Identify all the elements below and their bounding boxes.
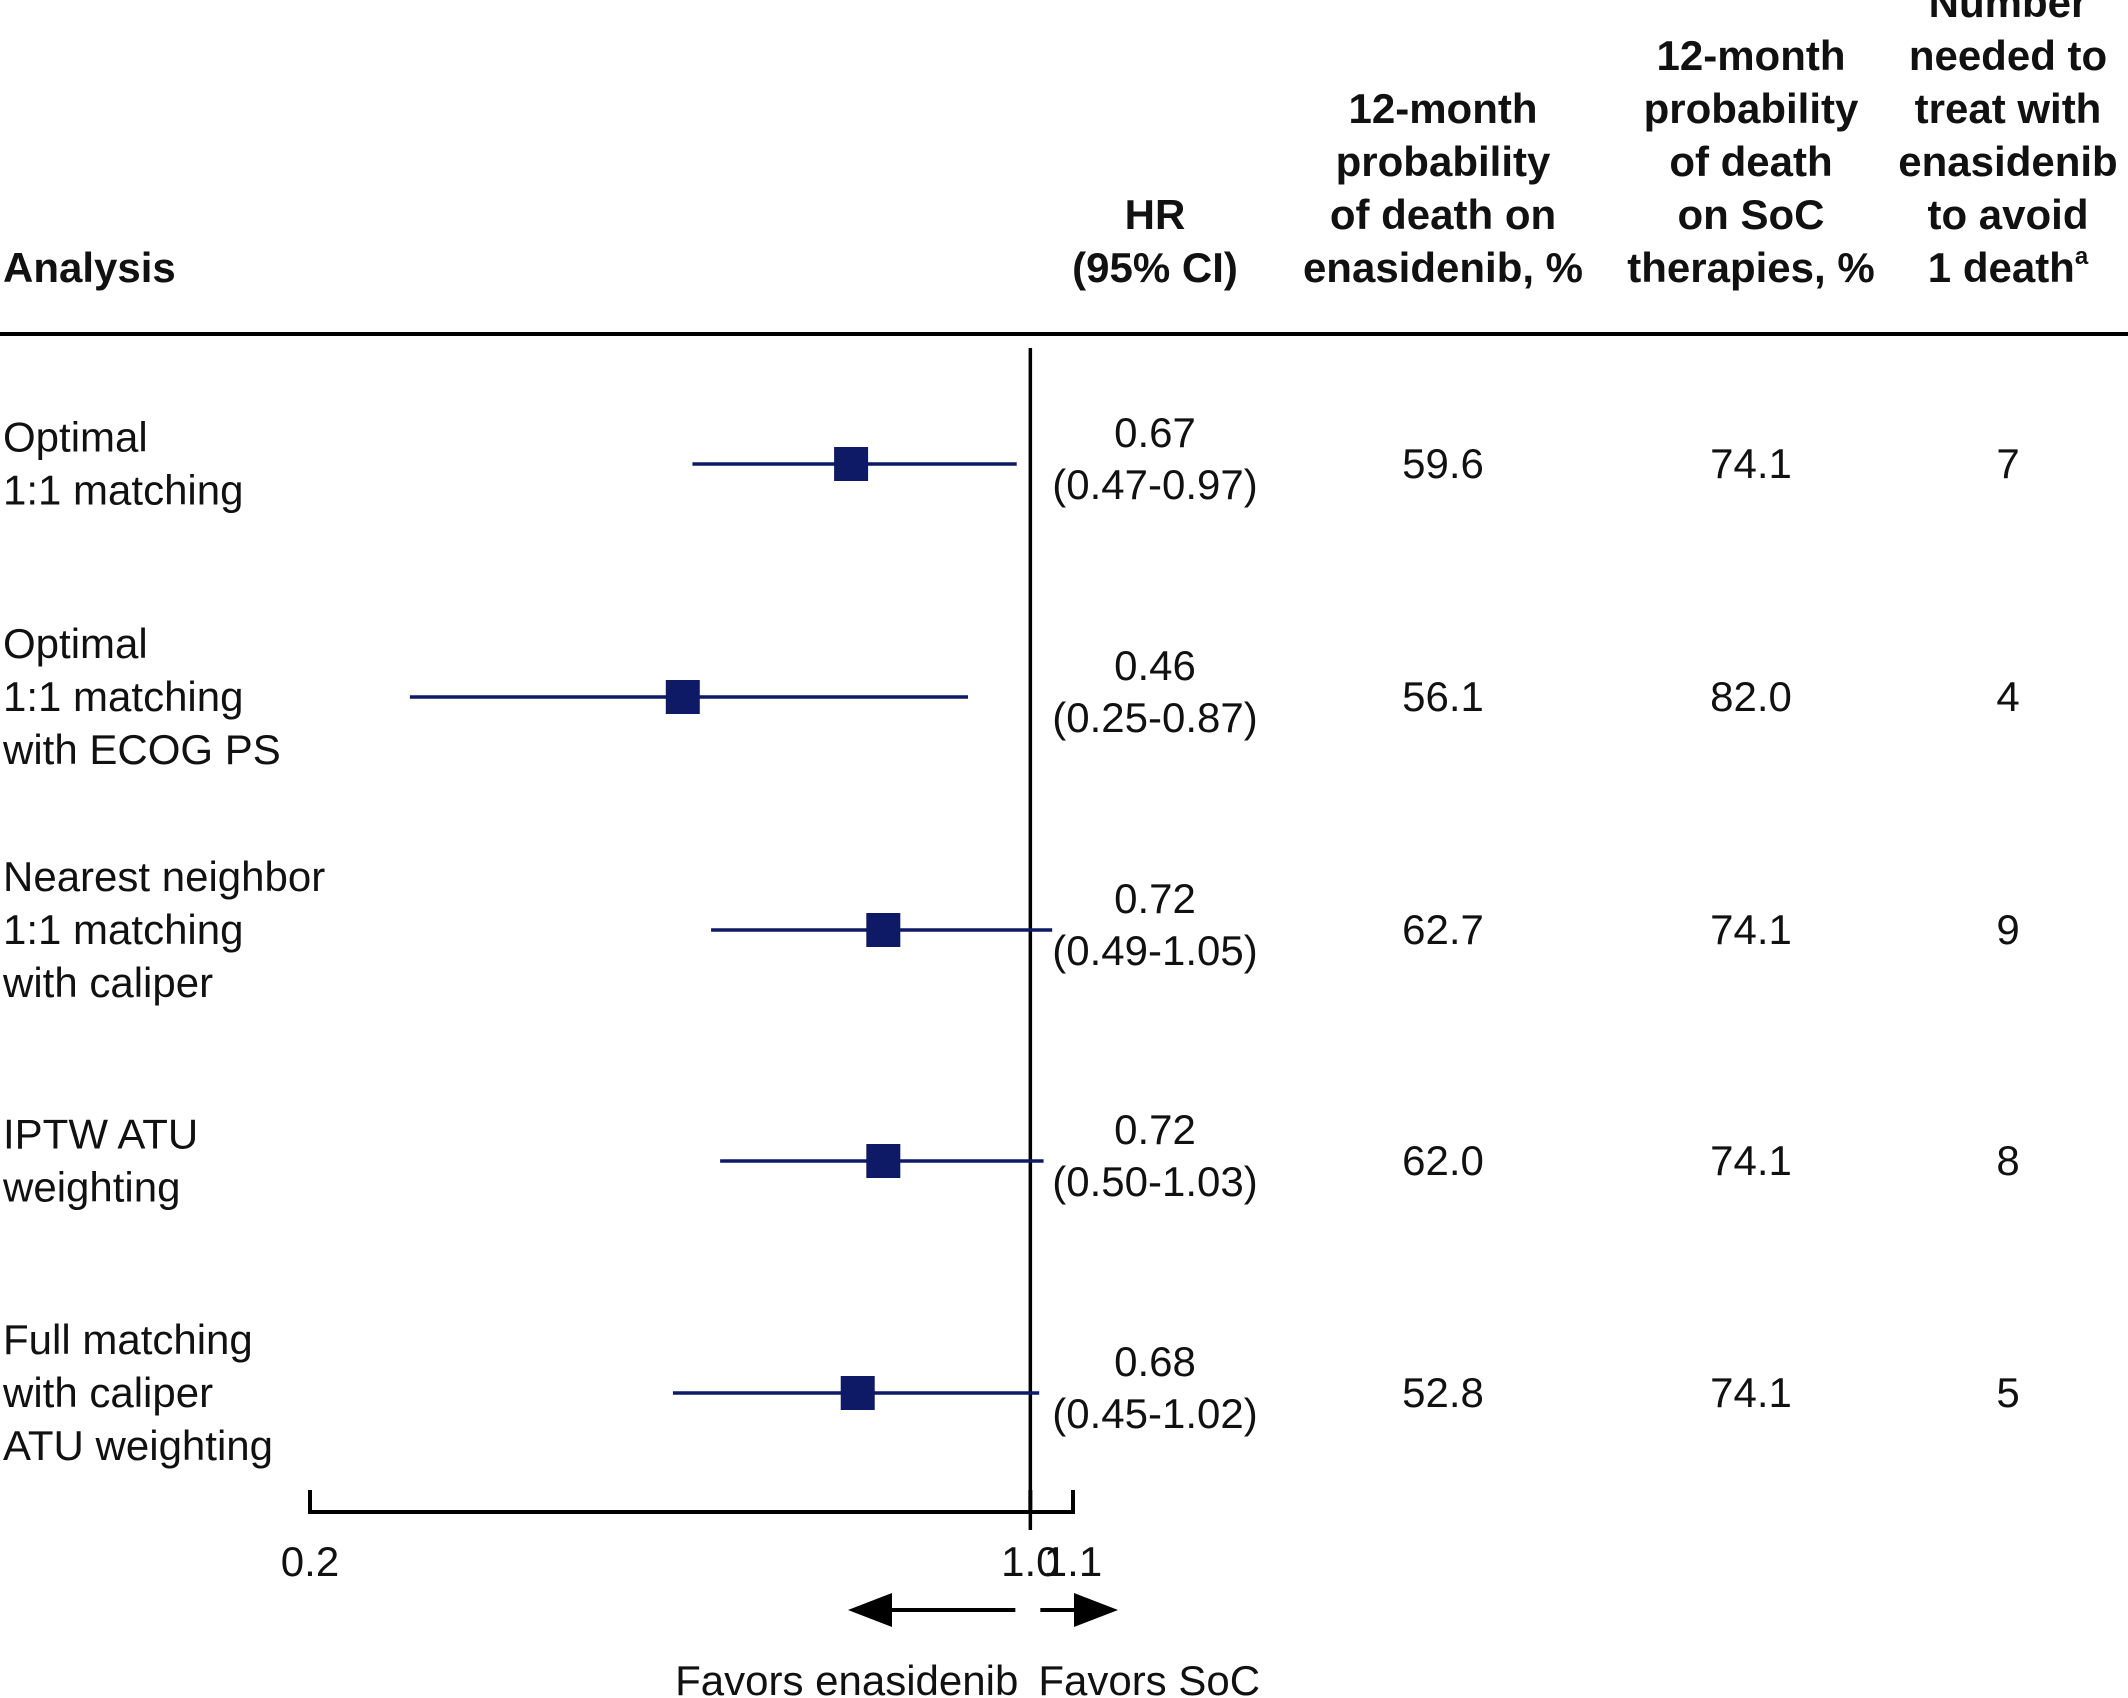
row-label-line: 1:1 matching [3,467,243,514]
row-label-line: with caliper [2,959,213,1006]
table-row [720,1144,1044,1178]
left-arrow-head [848,1593,892,1627]
ci-value: (0.25-0.87) [1052,694,1257,741]
hr-marker [866,1144,901,1178]
nnt-value: 5 [1996,1369,2019,1416]
right-arrow-head [1074,1593,1118,1627]
ci-value: (0.47-0.97) [1052,461,1257,508]
hr-marker [834,447,869,481]
prob-enasidenib-value: 62.7 [1402,906,1484,953]
hr-value: 0.72 [1114,875,1196,922]
header-nnt-line: Number [1929,0,2088,26]
prob-enasidenib-value: 52.8 [1402,1369,1484,1416]
prob-enasidenib-value: 56.1 [1402,673,1484,720]
header-prob-soc-line: of death [1669,138,1832,185]
row-label-line: Optimal [3,620,148,667]
row-label-line: ATU weighting [3,1422,273,1469]
row-label-line: 1:1 matching [3,673,243,720]
header-prob-soc-line: 12-month [1657,32,1846,79]
header-prob-enasidenib-line: of death on [1330,191,1556,238]
prob-enasidenib-value: 59.6 [1402,440,1484,487]
prob-soc-value: 74.1 [1710,906,1792,953]
ci-value: (0.49-1.05) [1052,927,1257,974]
nnt-value: 8 [1996,1137,2019,1184]
row-label-line: with caliper [2,1369,213,1416]
header-nnt-line: treat with [1915,85,2102,132]
table-row [711,913,1053,947]
favors-soc-label: Favors SoC [1038,1657,1260,1698]
prob-soc-value: 74.1 [1710,1137,1792,1184]
row-label-line: Nearest neighbor [3,853,325,900]
row-label-line: 1:1 matching [3,906,243,953]
favors-enasidenib-label: Favors enasidenib [675,1657,1018,1698]
prob-soc-value: 82.0 [1710,673,1792,720]
row-label-line: with ECOG PS [2,726,281,773]
header-prob-enasidenib-line: enasidenib, % [1303,244,1583,291]
header-hr-line: HR [1125,191,1186,238]
prob-soc-value: 74.1 [1710,440,1792,487]
hr-marker [840,1376,875,1410]
table-row [672,1376,1040,1410]
hr-value: 0.67 [1114,409,1196,456]
row-label-line: IPTW ATU [3,1111,198,1158]
ci-value: (0.45-1.02) [1052,1390,1257,1437]
x-tick-label: 1.1 [1044,1538,1102,1585]
ci-value: (0.50-1.03) [1052,1158,1257,1205]
header-nnt-line: 1 deatha [1928,243,2089,291]
row-label-line: Full matching [3,1316,253,1363]
hr-marker [866,913,901,947]
row-label-line: weighting [2,1164,180,1211]
header-nnt-superscript: a [2075,243,2089,270]
header-prob-soc-line: on SoC [1678,191,1825,238]
header-nnt-line: to avoid [1927,191,2088,238]
nnt-value: 4 [1996,673,2019,720]
nnt-value: 9 [1996,906,2019,953]
header-prob-soc-line: therapies, % [1627,244,1874,291]
hr-value: 0.72 [1114,1106,1196,1153]
table-row [692,447,1017,481]
header-nnt-line: enasidenib [1898,138,2117,185]
header-prob-enasidenib-line: 12-month [1349,85,1538,132]
hr-marker [665,680,700,714]
x-tick-label: 0.2 [281,1538,339,1585]
table-row [409,680,969,714]
header-prob-soc-line: probability [1644,85,1859,132]
hr-value: 0.68 [1114,1338,1196,1385]
x-tick-label: 1.0 [1001,1538,1059,1585]
hr-value: 0.46 [1114,642,1196,689]
header-analysis: Analysis [3,244,176,291]
nnt-value: 7 [1996,440,2019,487]
row-label-line: Optimal [3,414,148,461]
prob-soc-value: 74.1 [1710,1369,1792,1416]
prob-enasidenib-value: 62.0 [1402,1137,1484,1184]
header-prob-enasidenib-line: probability [1336,138,1551,185]
header-nnt-line: needed to [1909,32,2107,79]
header-hr-line: (95% CI) [1072,244,1238,291]
